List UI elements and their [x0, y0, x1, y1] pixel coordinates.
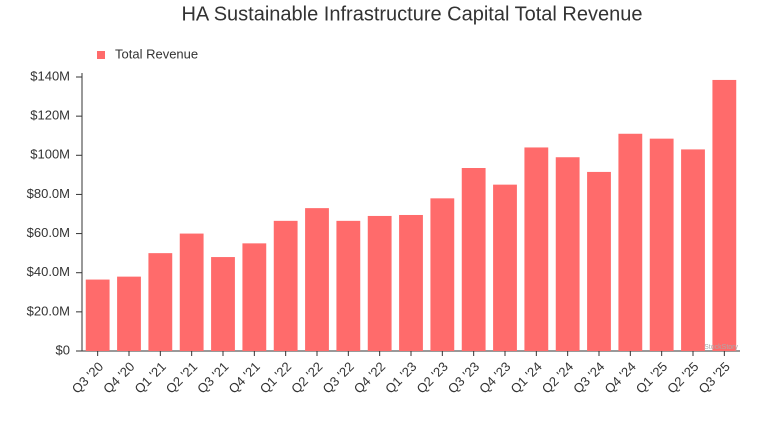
bar: [273, 220, 298, 351]
bar: [242, 243, 267, 351]
x-tick-label: Q2 '25: [664, 359, 701, 396]
x-tick-label: Q2 '22: [288, 359, 325, 396]
x-tick-label: Q4 '21: [225, 359, 262, 396]
y-tick-label: $120M: [30, 108, 70, 123]
bar: [524, 147, 549, 351]
chart-title: HA Sustainable Infrastructure Capital To…: [181, 3, 642, 25]
x-tick-label: Q1 '22: [257, 359, 294, 396]
y-tick-label: $0: [56, 342, 70, 357]
y-tick-label: $140M: [30, 68, 70, 83]
legend-swatch: [97, 51, 105, 59]
y-tick-label: $60.0M: [27, 225, 70, 240]
x-tick-label: Q3 '20: [69, 359, 106, 396]
bar: [117, 276, 141, 351]
bar: [430, 198, 455, 351]
legend-label: Total Revenue: [115, 46, 198, 61]
bar: [179, 233, 204, 351]
bar: [85, 279, 110, 351]
bar: [211, 257, 235, 351]
bar: [587, 171, 611, 351]
x-tick-label: Q4 '23: [476, 359, 513, 396]
x-tick-label: Q3 '25: [695, 359, 732, 396]
x-tick-label: Q3 '22: [319, 359, 356, 396]
x-tick-label: Q1 '24: [507, 359, 544, 396]
bar: [618, 133, 643, 351]
y-tick-label: $100M: [30, 147, 70, 162]
watermark: StockStory: [704, 344, 738, 351]
bar: [399, 214, 423, 351]
x-tick-label: Q3 '24: [570, 359, 607, 396]
bar: [493, 184, 517, 351]
bar: [461, 168, 486, 351]
y-tick-label: $80.0M: [27, 186, 70, 201]
x-tick-label: Q3 '21: [194, 359, 231, 396]
x-tick-label: Q4 '20: [100, 359, 137, 396]
bar: [712, 79, 737, 351]
x-tick-label: Q2 '23: [413, 359, 450, 396]
bar: [555, 157, 580, 351]
bar: [305, 208, 329, 351]
x-tick-label: Q1 '25: [633, 359, 670, 396]
x-tick-label: Q4 '22: [351, 359, 388, 396]
y-tick-label: $20.0M: [27, 303, 70, 318]
y-tick-label: $40.0M: [27, 264, 70, 279]
x-tick-label: Q2 '24: [539, 359, 576, 396]
bar: [681, 149, 705, 351]
x-tick-label: Q1 '21: [131, 359, 168, 396]
x-tick-label: Q3 '23: [445, 359, 482, 396]
bar: [148, 253, 173, 351]
bar: [367, 215, 392, 351]
bar: [649, 138, 674, 351]
x-tick-label: Q2 '21: [163, 359, 200, 396]
x-tick-label: Q1 '23: [382, 359, 419, 396]
x-tick-label: Q4 '24: [601, 359, 638, 396]
bar: [336, 220, 361, 351]
